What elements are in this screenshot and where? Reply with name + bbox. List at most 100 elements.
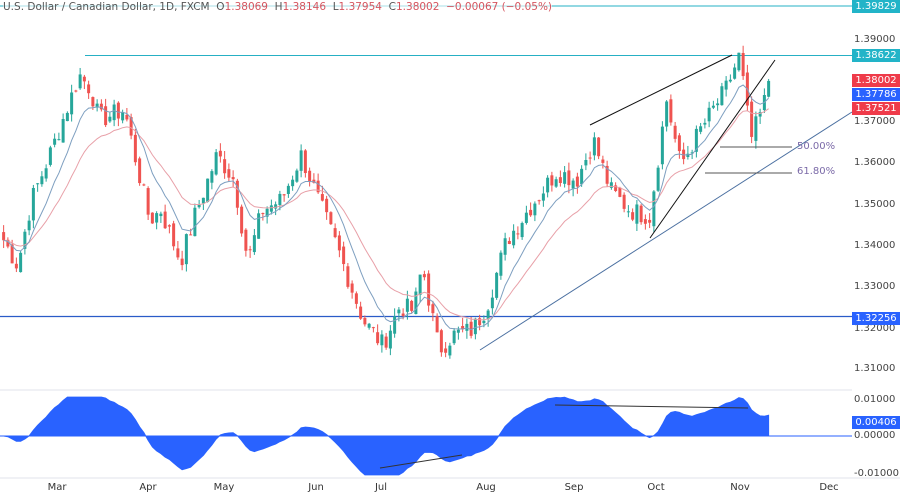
candle-body: [146, 188, 150, 215]
candle-body: [121, 112, 125, 121]
candle-body: [167, 225, 171, 227]
y-tick: 1.33000: [854, 281, 896, 292]
candle-body: [201, 197, 205, 204]
candle-body: [669, 99, 673, 123]
fib-50-label: 50.00%: [797, 141, 836, 152]
candle-body: [601, 159, 605, 163]
candle-body: [14, 263, 18, 269]
low-label: L: [332, 1, 339, 13]
candle-body: [452, 330, 456, 344]
candle-body: [133, 134, 137, 163]
candle-body: [333, 228, 337, 238]
candle-body: [677, 135, 681, 152]
candle-body: [316, 180, 320, 193]
candle-body: [108, 116, 112, 122]
candle-body: [469, 321, 473, 336]
x-tick: Sep: [564, 482, 584, 493]
high-label: H: [274, 1, 283, 13]
candle-body: [189, 234, 193, 236]
candle-body: [533, 203, 537, 216]
wedge-upper-trendline: [589, 54, 733, 126]
candle-body: [91, 97, 95, 107]
candle-body: [401, 313, 405, 316]
candle-body: [53, 138, 57, 145]
x-tick: Aug: [476, 482, 496, 493]
candle-body: [414, 291, 418, 315]
candle-body: [346, 266, 350, 287]
candle-body: [235, 180, 239, 208]
candle-body: [716, 103, 720, 106]
candle-body: [163, 211, 167, 229]
candle-body: [138, 158, 142, 184]
candle-body: [244, 229, 248, 251]
candle-body: [529, 209, 533, 216]
candle-body: [546, 177, 550, 193]
x-tick: Nov: [730, 482, 750, 493]
candle-body: [286, 185, 290, 194]
x-tick: Oct: [647, 482, 665, 493]
moving-average-fast: [3, 84, 769, 331]
candle-body: [329, 212, 333, 225]
y-tick: 1.32000: [854, 323, 896, 334]
candle-body: [418, 274, 422, 295]
candle-body: [631, 212, 635, 220]
x-tick: Apr: [139, 482, 157, 493]
candle-body: [172, 223, 176, 247]
candle-body: [571, 180, 575, 189]
candle-body: [707, 107, 711, 122]
candle-body: [393, 316, 397, 334]
candle-body: [57, 139, 61, 141]
candle-body: [65, 112, 69, 122]
candle-body: [257, 213, 261, 239]
last-price-badge: 1.38002: [852, 74, 900, 87]
candle-body: [125, 114, 129, 120]
candle-body: [282, 194, 286, 196]
osc-tick: -0.01000: [854, 468, 899, 479]
candle-body: [588, 157, 592, 159]
candle-body: [609, 182, 613, 188]
candle-body: [652, 191, 656, 227]
candle-body: [376, 332, 380, 344]
candle-body: [269, 205, 273, 212]
candle-body: [473, 318, 477, 335]
osc-tick: 0.01000: [854, 394, 896, 405]
candle-body: [70, 92, 74, 115]
candle-body: [252, 235, 256, 253]
high-value: 1.38146: [282, 1, 326, 13]
candle-body: [478, 318, 482, 326]
candle-body: [295, 170, 299, 182]
candle-body: [750, 101, 754, 137]
candle-body: [431, 304, 435, 314]
candle-body: [265, 208, 269, 217]
candle-body: [27, 220, 31, 231]
candle-body: [325, 198, 329, 213]
candle-body: [724, 80, 728, 90]
candle-body: [461, 326, 465, 330]
candle-body: [567, 170, 571, 186]
x-tick: Jul: [374, 482, 388, 493]
candle-body: [155, 213, 159, 223]
candle-body: [405, 298, 409, 312]
x-tick: Mar: [47, 482, 67, 493]
candle-body: [371, 327, 375, 329]
candle-body: [754, 116, 758, 141]
candle-body: [507, 240, 511, 244]
level-badge-resistance: 1.38622: [852, 49, 900, 62]
candle-body: [240, 206, 244, 234]
candle-body: [758, 112, 762, 117]
candle-body: [456, 329, 460, 333]
candle-body: [643, 219, 647, 224]
candle-body: [550, 175, 554, 186]
candle-body: [711, 105, 715, 108]
candle-body: [150, 212, 154, 224]
symbol-label: U.S. Dollar / Canadian Dollar, 1D, FXCM: [3, 1, 210, 13]
candle-body: [6, 239, 10, 247]
candle-body: [410, 300, 414, 311]
y-tick: 1.34000: [854, 240, 896, 251]
candle-body: [524, 212, 528, 223]
open-label: O: [216, 1, 225, 13]
candle-body: [210, 171, 214, 183]
candle-body: [206, 178, 210, 202]
